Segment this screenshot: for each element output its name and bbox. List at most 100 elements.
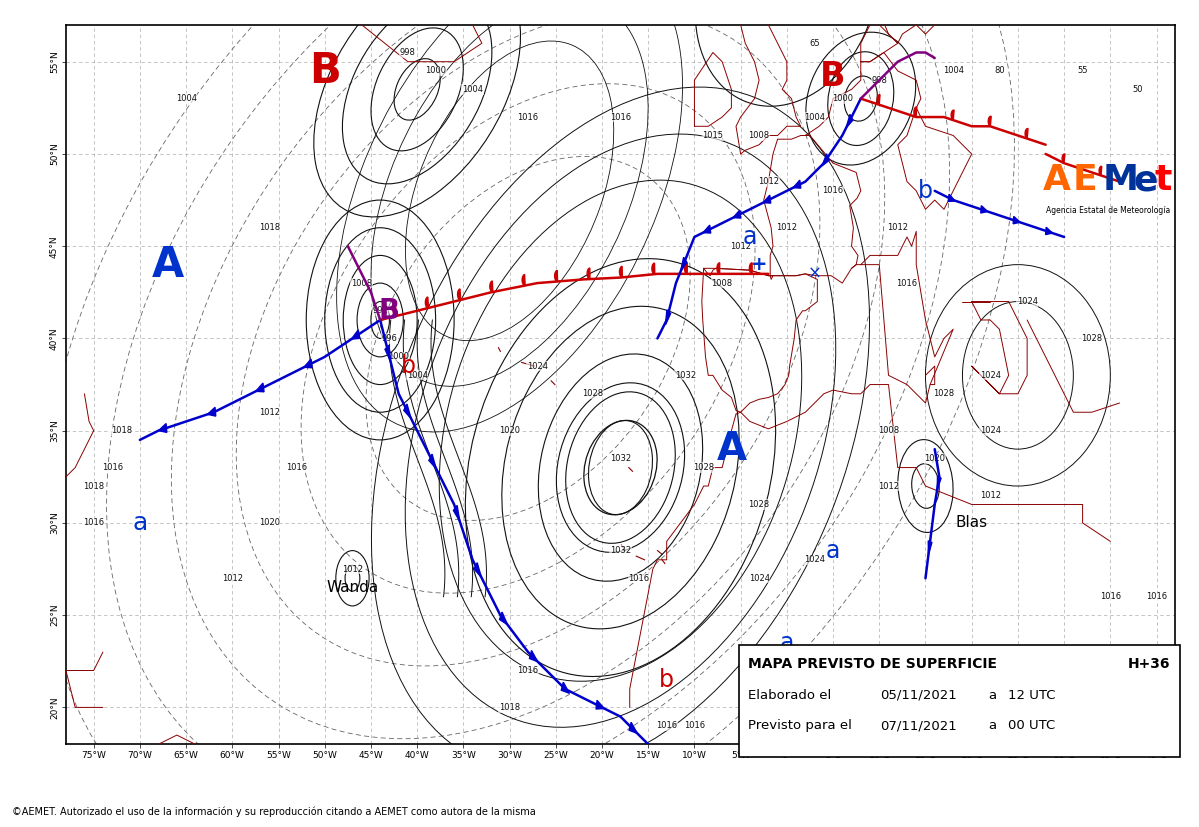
Polygon shape	[703, 225, 711, 233]
Text: 1024: 1024	[980, 426, 1001, 435]
Text: a: a	[826, 538, 840, 562]
Polygon shape	[681, 257, 687, 271]
Text: 996: 996	[381, 334, 397, 343]
Polygon shape	[1013, 217, 1020, 224]
Text: Wanda: Wanda	[326, 580, 379, 595]
Text: 1016: 1016	[83, 519, 104, 528]
Polygon shape	[1046, 227, 1053, 235]
Polygon shape	[1025, 128, 1028, 139]
Text: 1012: 1012	[878, 481, 899, 490]
Polygon shape	[749, 263, 752, 274]
Text: +: +	[751, 256, 767, 274]
Text: 1012: 1012	[259, 408, 279, 417]
Polygon shape	[207, 407, 216, 416]
Text: Blas: Blas	[956, 515, 988, 530]
Polygon shape	[878, 94, 880, 105]
Text: 1016: 1016	[518, 112, 538, 122]
Text: 1004: 1004	[462, 85, 483, 94]
Polygon shape	[490, 281, 493, 292]
Polygon shape	[158, 423, 167, 433]
Text: M: M	[1103, 163, 1139, 197]
Text: 65: 65	[809, 39, 820, 48]
Polygon shape	[938, 476, 941, 490]
Text: 1020: 1020	[499, 426, 520, 435]
Text: 1024: 1024	[526, 361, 548, 370]
Polygon shape	[794, 180, 801, 188]
Text: 1016: 1016	[518, 666, 538, 675]
Polygon shape	[561, 682, 570, 693]
Text: 1024: 1024	[980, 370, 1001, 380]
Text: 1000: 1000	[388, 352, 409, 361]
Text: 1000: 1000	[832, 94, 852, 103]
Polygon shape	[522, 275, 525, 285]
Text: ×: ×	[808, 265, 821, 283]
Text: 1008: 1008	[878, 426, 899, 435]
Text: 1018: 1018	[110, 426, 132, 435]
Polygon shape	[393, 305, 397, 316]
Text: 1032: 1032	[675, 370, 695, 380]
Text: 1018: 1018	[499, 703, 520, 712]
Polygon shape	[458, 289, 460, 300]
Text: 1012: 1012	[222, 574, 243, 583]
Text: 1016: 1016	[287, 463, 308, 472]
Text: 1016: 1016	[656, 721, 677, 730]
Polygon shape	[629, 722, 638, 734]
Text: 1032: 1032	[610, 546, 631, 555]
Text: Elaborado el: Elaborado el	[748, 689, 831, 702]
Text: 1024: 1024	[805, 555, 825, 564]
Text: 12 UTC: 12 UTC	[1008, 689, 1056, 702]
Text: 1016: 1016	[1146, 592, 1167, 601]
Text: b: b	[918, 179, 933, 203]
Text: 00 UTC: 00 UTC	[1008, 719, 1055, 733]
Polygon shape	[620, 266, 622, 277]
Polygon shape	[914, 107, 917, 117]
Polygon shape	[846, 114, 852, 127]
Text: 1028: 1028	[1081, 334, 1102, 343]
Polygon shape	[500, 612, 507, 624]
Text: 55: 55	[1078, 66, 1087, 75]
Text: a: a	[988, 689, 996, 702]
Text: 1020: 1020	[924, 454, 945, 463]
Polygon shape	[474, 562, 481, 577]
Text: 07/11/2021: 07/11/2021	[880, 719, 957, 733]
Text: a: a	[779, 631, 794, 655]
Polygon shape	[652, 263, 655, 274]
Text: Agencia Estatal de Meteorología: Agencia Estatal de Meteorología	[1046, 207, 1170, 215]
Text: 1028: 1028	[583, 390, 603, 399]
Text: 1016: 1016	[610, 112, 631, 122]
Text: 998: 998	[872, 75, 887, 84]
Text: 1012: 1012	[1054, 703, 1074, 712]
Polygon shape	[303, 359, 312, 368]
Polygon shape	[385, 346, 391, 361]
Text: 992: 992	[373, 306, 388, 315]
Polygon shape	[588, 268, 590, 279]
Text: 1016: 1016	[823, 666, 844, 675]
Text: 1004: 1004	[175, 94, 197, 103]
Text: 1016: 1016	[683, 721, 705, 730]
Polygon shape	[453, 505, 459, 521]
Text: 1012: 1012	[1035, 685, 1056, 694]
Text: t: t	[1155, 163, 1171, 197]
Polygon shape	[1062, 154, 1065, 163]
Text: a: a	[1077, 679, 1089, 699]
Text: B: B	[379, 297, 400, 325]
Polygon shape	[733, 210, 741, 218]
Text: 1020: 1020	[259, 519, 279, 528]
Text: 1012: 1012	[887, 223, 909, 232]
Polygon shape	[596, 700, 604, 709]
Text: e: e	[1133, 163, 1157, 197]
Text: 1018: 1018	[83, 481, 104, 490]
Text: 1012: 1012	[776, 223, 797, 232]
Text: 1004: 1004	[805, 112, 825, 122]
Text: A: A	[151, 244, 183, 285]
Polygon shape	[823, 154, 830, 166]
Polygon shape	[530, 651, 537, 662]
Polygon shape	[981, 206, 988, 213]
Text: B: B	[820, 60, 845, 93]
Polygon shape	[426, 297, 428, 308]
Polygon shape	[404, 404, 411, 418]
Text: a: a	[132, 511, 147, 535]
Polygon shape	[555, 270, 558, 281]
Text: 1008: 1008	[748, 131, 770, 140]
Text: a: a	[988, 719, 996, 733]
